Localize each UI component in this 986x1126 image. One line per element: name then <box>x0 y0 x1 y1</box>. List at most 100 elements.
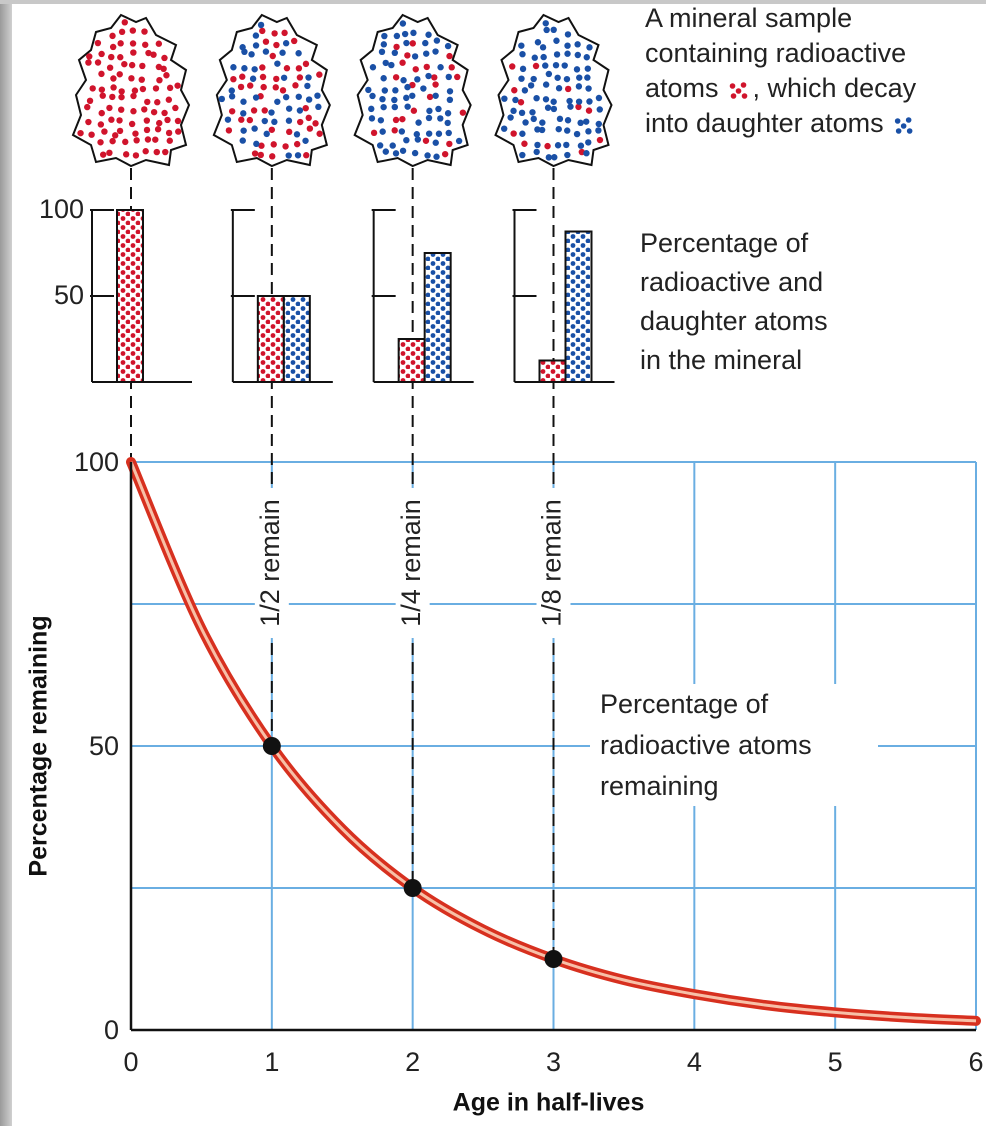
atom <box>596 106 603 113</box>
atom <box>415 119 422 126</box>
atom <box>129 40 137 47</box>
atom <box>89 85 96 92</box>
atom <box>554 74 561 81</box>
atom <box>272 84 279 91</box>
atom <box>398 128 406 135</box>
atom <box>368 115 376 122</box>
atom <box>401 30 409 38</box>
atom <box>108 116 115 123</box>
atom <box>280 74 288 81</box>
atom <box>595 120 602 128</box>
atom <box>433 37 441 44</box>
atom <box>459 109 467 116</box>
atom <box>446 52 453 60</box>
atom <box>106 149 113 157</box>
data-point <box>262 737 281 755</box>
y-tick-label: 50 <box>89 731 119 761</box>
atom <box>584 65 592 72</box>
atom <box>399 147 407 154</box>
atom <box>399 59 406 66</box>
atom <box>130 92 137 100</box>
atom <box>251 150 259 157</box>
atom <box>118 93 125 101</box>
x-tick-label: 0 <box>123 1047 138 1077</box>
atom <box>518 109 526 117</box>
y-tick-label: 100 <box>39 194 84 224</box>
atom <box>316 71 323 78</box>
atom <box>564 31 572 38</box>
atom <box>225 127 233 134</box>
bar <box>564 230 593 383</box>
atom <box>98 50 105 58</box>
atom <box>534 141 541 149</box>
atom <box>261 117 268 125</box>
atom <box>88 131 95 138</box>
atom <box>527 82 535 89</box>
annotation: remaining <box>600 771 719 801</box>
x-tick-label: 3 <box>546 1047 561 1077</box>
atom <box>553 37 560 44</box>
label-backing <box>254 488 289 638</box>
atom <box>228 87 235 94</box>
atom <box>370 129 378 137</box>
atom <box>539 44 547 51</box>
atom <box>112 132 119 139</box>
atom <box>238 116 245 123</box>
guide-label: 1/4 remain <box>396 499 426 627</box>
atom <box>247 82 254 89</box>
atom <box>518 75 525 82</box>
atom <box>381 32 388 40</box>
atom <box>166 137 173 144</box>
atom <box>274 98 281 105</box>
atom <box>425 72 432 80</box>
atom <box>445 73 452 81</box>
atom <box>455 137 463 145</box>
atom <box>545 70 553 78</box>
atom <box>563 141 570 149</box>
caption: , which decay <box>753 73 917 103</box>
atom <box>132 152 140 159</box>
atom <box>162 148 169 156</box>
atom <box>305 74 312 81</box>
atom <box>106 64 114 71</box>
atom <box>156 119 163 127</box>
atom <box>269 52 276 60</box>
atom <box>403 39 410 47</box>
atom <box>117 54 124 61</box>
atom <box>259 27 266 35</box>
atom <box>259 73 267 81</box>
atom <box>585 107 593 114</box>
atom <box>392 74 400 81</box>
atom <box>239 73 246 80</box>
page-edge <box>0 0 12 1126</box>
atom <box>510 107 517 115</box>
atom-icon <box>905 117 912 123</box>
atom <box>391 127 398 134</box>
atom-icon <box>894 118 901 124</box>
y-tick-label: 0 <box>104 1015 119 1045</box>
caption: containing radioactive <box>645 38 906 68</box>
atom <box>532 62 540 70</box>
atom <box>257 151 265 159</box>
atom <box>561 62 568 69</box>
atom <box>77 129 84 137</box>
atom <box>285 117 293 124</box>
atom <box>432 139 439 146</box>
annotation: Percentage of <box>640 228 809 258</box>
atom <box>155 63 163 71</box>
atom <box>271 118 278 126</box>
atom <box>400 77 407 84</box>
atom <box>130 108 137 115</box>
atom <box>376 142 384 149</box>
atom <box>94 59 102 66</box>
atom <box>293 131 301 138</box>
atom <box>544 104 552 111</box>
atom <box>109 93 116 101</box>
atom <box>142 41 149 48</box>
atom <box>128 75 135 82</box>
atom <box>555 125 562 133</box>
atom <box>118 106 125 113</box>
atom <box>240 127 247 134</box>
atom <box>116 117 123 124</box>
atom <box>259 64 266 71</box>
